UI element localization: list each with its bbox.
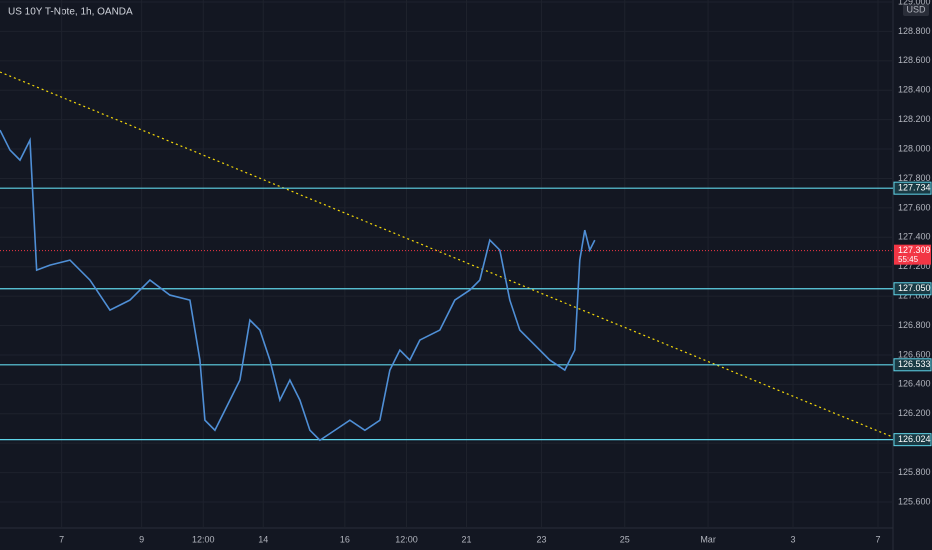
currency-box bbox=[903, 4, 929, 16]
last-price-label: 127.309 bbox=[898, 245, 931, 255]
x-tick-label: 7 bbox=[875, 534, 880, 544]
y-tick-label: 128.200 bbox=[898, 114, 931, 124]
x-tick-label: 21 bbox=[461, 534, 471, 544]
y-tick-label: 127.800 bbox=[898, 173, 931, 183]
y-tick-label: 128.800 bbox=[898, 26, 931, 36]
last-price-tag bbox=[894, 244, 931, 265]
level-tag bbox=[893, 282, 932, 296]
y-tick-label: 127.000 bbox=[898, 290, 931, 300]
y-tick-label: 125.800 bbox=[898, 467, 931, 477]
x-tick-label: 25 bbox=[620, 534, 630, 544]
x-tick-label: 14 bbox=[258, 534, 268, 544]
level-label: 126.533 bbox=[898, 359, 931, 369]
y-tick-label: 128.400 bbox=[898, 85, 931, 95]
y-tick-label: 128.000 bbox=[898, 143, 931, 153]
x-tick-label: 12:00 bbox=[395, 534, 418, 544]
y-tick-label: 127.200 bbox=[898, 261, 931, 271]
y-tick-label: 126.800 bbox=[898, 320, 931, 330]
level-label: 127.050 bbox=[898, 283, 931, 293]
level-tag bbox=[893, 358, 932, 372]
x-tick-label: 9 bbox=[139, 534, 144, 544]
price-line bbox=[0, 129, 596, 442]
chart-title: US 10Y T-Note, 1h, OANDA bbox=[8, 7, 133, 18]
trendline bbox=[0, 71, 894, 438]
y-tick-label: 127.600 bbox=[898, 202, 931, 212]
y-tick-label: 129.000 bbox=[898, 0, 931, 6]
y-tick-label: 125.600 bbox=[898, 496, 931, 506]
x-tick-label: Mar bbox=[700, 534, 716, 544]
x-tick-label: 3 bbox=[791, 534, 796, 544]
x-tick-label: 7 bbox=[59, 534, 64, 544]
price-axis-bg bbox=[893, 0, 932, 550]
y-tick-label: 126.200 bbox=[898, 408, 931, 418]
x-tick-label: 23 bbox=[536, 534, 546, 544]
level-tag bbox=[893, 181, 932, 195]
currency: USD bbox=[906, 4, 926, 14]
x-tick-label: 12:00 bbox=[192, 534, 215, 544]
y-tick-label: 126.600 bbox=[898, 349, 931, 359]
level-tag bbox=[893, 433, 932, 447]
y-tick-label: 127.400 bbox=[898, 232, 931, 242]
level-label: 127.734 bbox=[898, 183, 931, 193]
level-label: 126.024 bbox=[898, 434, 931, 444]
y-tick-label: 126.400 bbox=[898, 379, 931, 389]
countdown: 55:45 bbox=[898, 255, 919, 264]
x-tick-label: 16 bbox=[340, 534, 350, 544]
y-tick-label: 128.600 bbox=[898, 55, 931, 65]
